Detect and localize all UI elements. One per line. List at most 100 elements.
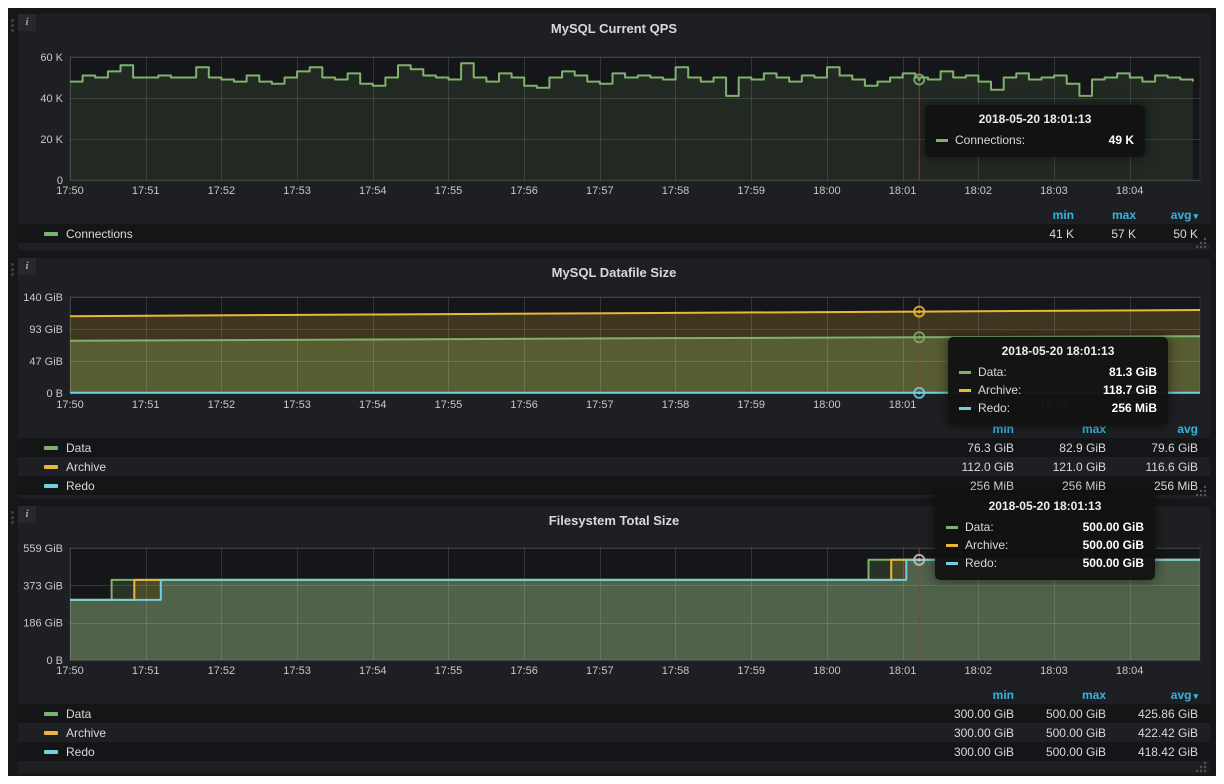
legend-sort-avg[interactable]: avg ▾: [1170, 208, 1198, 222]
tooltip-series-value: 500.00 GiB: [1082, 556, 1144, 570]
hover-point-marker: [913, 305, 926, 318]
x-axis-tick-label: 17:56: [510, 665, 538, 677]
legend-stat-value: 500.00 GiB: [1045, 706, 1106, 721]
y-axis-tick-label: 40 K: [40, 93, 63, 105]
x-axis-tick-label: 18:04: [1116, 665, 1144, 677]
tooltip-series-value: 256 MiB: [1111, 401, 1157, 415]
series-name[interactable]: Redo: [66, 478, 95, 493]
x-axis-tick-label: 17:52: [208, 185, 236, 197]
hover-point-marker: [913, 386, 926, 399]
hover-point-dot: [917, 391, 921, 395]
series-line-data: [69, 335, 1201, 342]
tooltip-timestamp: 2018-05-20 18:01:13: [1001, 344, 1115, 358]
legend-row-connections: Connections 41 K 57 K 50 K: [18, 224, 1210, 243]
x-axis-tick-label: 17:56: [510, 185, 538, 197]
x-axis-tick-label: 17:58: [662, 185, 690, 197]
x-axis-tick-label: 17:55: [435, 665, 463, 677]
series-color-dash-icon[interactable]: [44, 730, 58, 735]
x-axis-tick-label: 17:57: [586, 665, 614, 677]
filesystem-chart-plot[interactable]: 0 B 186 GiB 373 GiB 559 GiB 17:50 17:51 17:52 1…: [20, 534, 1208, 684]
legend-stat-value: 116.6 GiB: [1145, 459, 1198, 474]
series-name[interactable]: Data: [66, 706, 92, 721]
tooltip-series-label: Redo:: [978, 401, 1011, 415]
legend-stat-value: 50 K: [1173, 226, 1198, 241]
legend-stat-value: 41 K: [1049, 226, 1074, 241]
legend-sort-min[interactable]: min: [992, 422, 1014, 436]
legend-sort-min[interactable]: min: [1052, 208, 1074, 222]
legend-header-row: min max avg: [18, 420, 1210, 438]
series-name[interactable]: Archive: [66, 459, 107, 474]
tooltip-series-label: Connections:: [955, 133, 1026, 147]
series-name[interactable]: Archive: [66, 725, 107, 740]
panel-info-icon[interactable]: i: [18, 258, 36, 275]
x-axis-tick-label: 17:50: [56, 399, 84, 411]
y-axis-tick-label: 140 GiB: [23, 292, 63, 304]
y-axis-tick-label: 559 GiB: [23, 543, 63, 555]
x-axis-tick-label: 17:53: [283, 665, 311, 677]
x-axis-tick-label: 18:00: [813, 185, 841, 197]
graph-tooltip-datafile: 2018-05-20 18:01:13 Data: 81.3 GiB Archive…: [948, 337, 1168, 425]
series-color-dash-icon: [946, 543, 958, 547]
legend-sort-max[interactable]: max: [1111, 208, 1136, 222]
series-color-dash-icon[interactable]: [44, 483, 58, 488]
legend-sort-avg[interactable]: avg: [1177, 422, 1198, 436]
legend-stat-value: 112.0 GiB: [961, 459, 1014, 474]
tooltip-timestamp: 2018-05-20 18:01:13: [988, 499, 1102, 513]
legend-sort-max[interactable]: max: [1081, 688, 1106, 702]
series-line-archive: [69, 309, 1201, 318]
tooltip-series-row: Redo: 256 MiB: [959, 399, 1157, 417]
x-axis-tick-label: 17:55: [435, 185, 463, 197]
legend-sort-avg[interactable]: avg ▾: [1170, 688, 1198, 702]
hover-point-marker: [913, 553, 926, 566]
series-color-dash-icon[interactable]: [44, 749, 58, 754]
panel-drag-handle-icon[interactable]: [11, 263, 15, 277]
tooltip-series-row: Archive: 500.00 GiB: [946, 536, 1144, 554]
legend-sort-max[interactable]: max: [1081, 422, 1106, 436]
tooltip-series-row: Data: 500.00 GiB: [946, 518, 1144, 536]
series-color-dash-icon[interactable]: [44, 445, 58, 450]
legend-sort-min[interactable]: min: [992, 688, 1014, 702]
panel-title[interactable]: MySQL Datafile Size: [551, 265, 677, 280]
x-axis-tick-label: 17:58: [662, 399, 690, 411]
x-axis-tick-label: 17:51: [132, 185, 160, 197]
panel-resize-handle-icon[interactable]: [1195, 236, 1207, 249]
series-color-dash-icon: [959, 370, 971, 374]
series-name[interactable]: Data: [66, 440, 92, 455]
x-axis-tick-label: 18:02: [964, 665, 992, 677]
tooltip-series-label: Redo:: [965, 556, 998, 570]
series-area-archive: [70, 310, 1200, 393]
sort-caret-icon: ▾: [1193, 211, 1198, 221]
x-axis-tick-label: 17:52: [208, 665, 236, 677]
series-line-connections: [70, 62, 1194, 97]
x-axis-tick-label: 17:58: [662, 665, 690, 677]
qps-legend: min max avg ▾ Connections 41 K 57 K 50 K: [18, 206, 1210, 243]
plot-border: [69, 547, 1201, 661]
legend-row-data: Data 300.00 GiB 500.00 GiB 425.86 GiB: [18, 704, 1210, 723]
series-name[interactable]: Redo: [66, 744, 95, 759]
series-name[interactable]: Connections: [66, 226, 133, 241]
legend-stat-value: 300.00 GiB: [953, 706, 1014, 721]
graph-tooltip-qps: 2018-05-20 18:01:13 Connections: 49 K: [925, 105, 1145, 157]
panel-resize-handle-icon[interactable]: [1195, 760, 1207, 773]
panel-filesystem-total-size: i Filesystem Total Size 0 B 186 GiB 373 Gi…: [11, 506, 1210, 774]
series-color-dash-icon[interactable]: [44, 711, 58, 716]
x-axis-tick-label: 17:53: [283, 185, 311, 197]
legend-row-archive: Archive 112.0 GiB 121.0 GiB 116.6 GiB: [18, 457, 1210, 476]
panel-title[interactable]: Filesystem Total Size: [548, 513, 680, 528]
panel-resize-handle-icon[interactable]: [1195, 484, 1207, 497]
legend-stat-value: 500.00 GiB: [1045, 744, 1106, 759]
x-axis-tick-label: 17:54: [359, 665, 387, 677]
panel-title[interactable]: MySQL Current QPS: [550, 21, 678, 36]
series-color-dash-icon[interactable]: [44, 231, 58, 236]
series-color-dash-icon[interactable]: [44, 464, 58, 469]
panel-info-icon[interactable]: i: [18, 14, 36, 31]
series-color-dash-icon: [959, 406, 971, 410]
tooltip-series-label: Archive:: [978, 383, 1022, 397]
panel-drag-handle-icon[interactable]: [11, 19, 15, 33]
legend-row-data: Data 76.3 GiB 82.9 GiB 79.6 GiB: [18, 438, 1210, 457]
legend-header-row: min max avg ▾: [18, 686, 1210, 704]
panel-info-icon[interactable]: i: [18, 506, 36, 523]
x-axis-tick-label: 18:04: [1116, 185, 1144, 197]
panel-drag-handle-icon[interactable]: [11, 511, 15, 525]
tooltip-series-value: 49 K: [1108, 133, 1134, 147]
